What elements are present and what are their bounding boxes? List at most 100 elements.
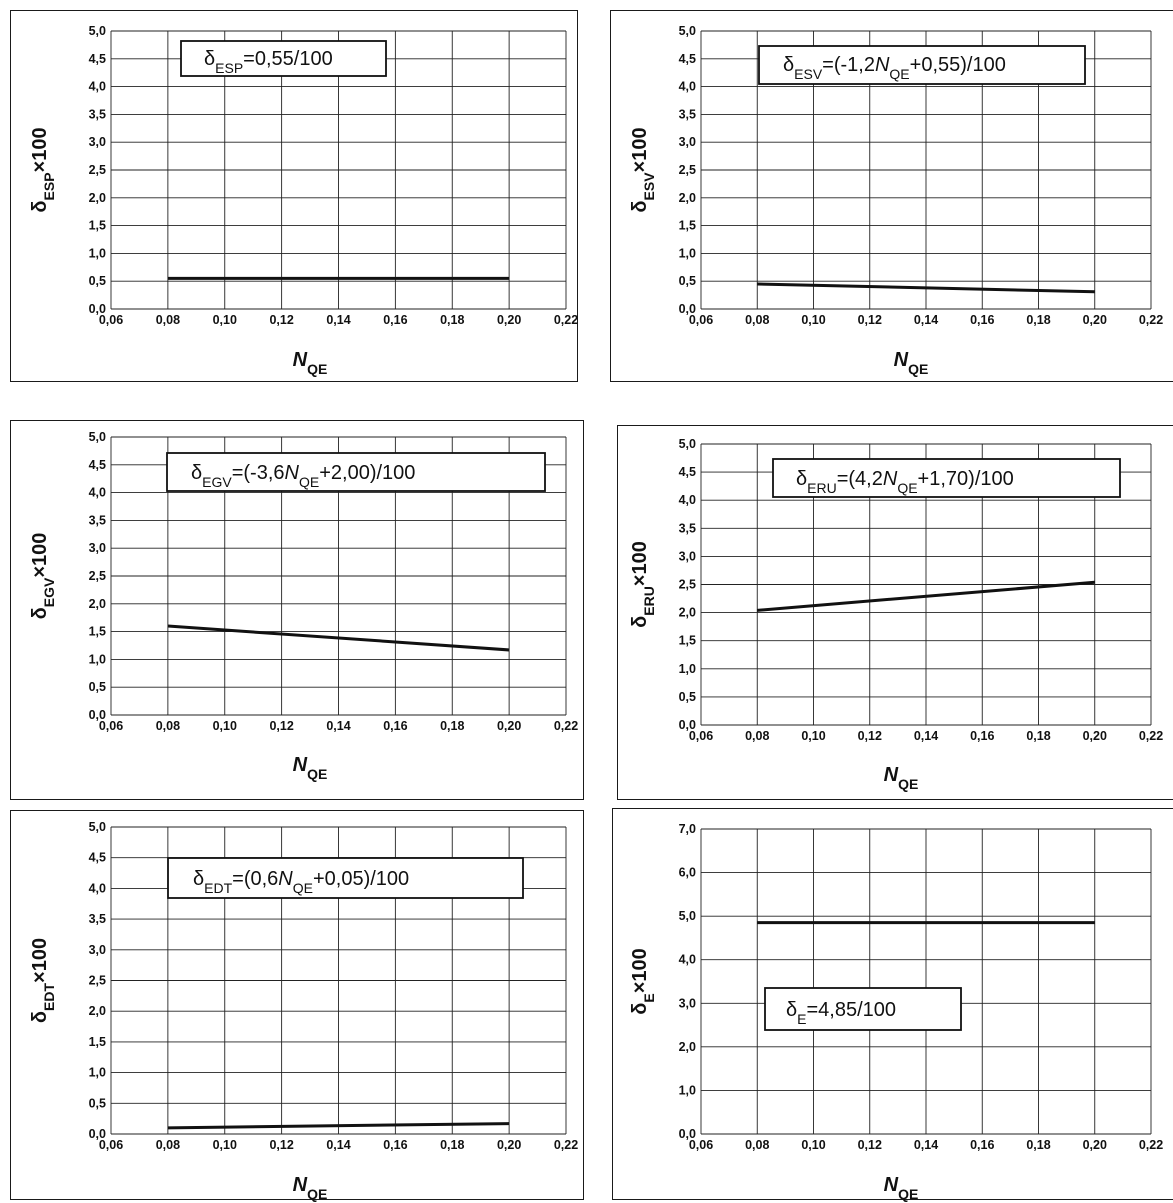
y-tick-label: 0,0 [89, 302, 106, 316]
chart-panel: 0,06 0,08 0,10 0,12 0,14 0,16 0,18 0,20 0,22 0,0 0… [610, 10, 1173, 382]
y-tick-label: 4,0 [679, 493, 696, 507]
x-tick-label: 0,12 [269, 313, 293, 327]
y-axis-label: δE×100 [629, 948, 657, 1015]
x-tick-label: 0,20 [497, 719, 521, 733]
y-tick-label: 2,0 [89, 597, 106, 611]
y-tick-label: 2,0 [679, 1040, 696, 1054]
x-tick-label: 0,20 [1083, 1138, 1107, 1152]
x-tick-label: 0,22 [554, 719, 578, 733]
y-tick-label: 2,5 [679, 163, 696, 177]
formula-text: δERU=(4,2NQE+1,70)/100 [796, 468, 1014, 496]
x-tick-label: 0,20 [497, 1138, 521, 1152]
x-tick-label: 0,22 [1139, 729, 1163, 743]
y-tick-label: 0,0 [679, 302, 696, 316]
y-tick-label: 5,0 [89, 820, 106, 834]
y-tick-label: 5,0 [89, 430, 106, 444]
x-tick-label: 0,06 [689, 729, 713, 743]
x-tick-label: 0,10 [213, 719, 237, 733]
y-tick-label: 3,0 [89, 943, 106, 957]
x-tick-label: 0,16 [970, 729, 994, 743]
y-tick-label: 0,5 [679, 690, 696, 704]
x-tick-label: 0,22 [554, 313, 578, 327]
x-tick-label: 0,22 [1139, 313, 1163, 327]
x-tick-label: 0,12 [269, 1138, 293, 1152]
y-tick-label: 3,0 [89, 541, 106, 555]
formula-text: δESV=(-1,2NQE+0,55)/100 [783, 54, 1006, 82]
chart-panel: 0,06 0,08 0,10 0,12 0,14 0,16 0,18 0,20 0,22 0,0 0… [617, 425, 1173, 800]
x-tick-label: 0,20 [1083, 313, 1107, 327]
x-tick-label: 0,10 [213, 1138, 237, 1152]
x-tick-label: 0,18 [440, 313, 464, 327]
y-tick-label: 1,5 [679, 634, 696, 648]
x-tick-label: 0,08 [745, 729, 769, 743]
y-tick-label: 0,0 [89, 708, 106, 722]
y-tick-label: 0,0 [679, 718, 696, 732]
y-tick-label: 3,5 [89, 912, 106, 926]
y-tick-label: 3,5 [89, 513, 106, 527]
x-tick-label: 0,06 [99, 313, 123, 327]
x-tick-label: 0,08 [156, 313, 180, 327]
x-tick-label: 0,14 [914, 729, 938, 743]
y-tick-label: 3,0 [679, 549, 696, 563]
y-tick-label: 2,0 [89, 1004, 106, 1018]
y-tick-label: 2,0 [679, 606, 696, 620]
y-tick-label: 4,5 [89, 458, 106, 472]
formula-box [758, 45, 1086, 85]
y-tick-label: 1,5 [89, 219, 106, 233]
y-axis-label: δEDT×100 [29, 938, 57, 1023]
x-tick-label: 0,16 [970, 313, 994, 327]
x-tick-label: 0,14 [326, 1138, 350, 1152]
x-tick-label: 0,06 [99, 1138, 123, 1152]
x-axis-label: NQE [884, 764, 919, 792]
chart-panel: 0,06 0,08 0,10 0,12 0,14 0,16 0,18 0,20 0,22 0,0 0… [10, 420, 584, 800]
x-tick-label: 0,14 [326, 313, 350, 327]
y-axis-label: δERU×100 [629, 541, 657, 628]
chart-panel: 0,06 0,08 0,10 0,12 0,14 0,16 0,18 0,20 0,22 0,0 0… [10, 810, 584, 1202]
x-tick-label: 0,06 [99, 719, 123, 733]
formula-text: δE=4,85/100 [786, 999, 896, 1027]
y-tick-label: 1,5 [89, 1035, 106, 1049]
data-line [757, 282, 1095, 294]
data-line [757, 580, 1095, 612]
y-tick-label: 1,5 [89, 625, 106, 639]
y-tick-label: 1,0 [89, 246, 106, 260]
x-tick-label: 0,12 [858, 1138, 882, 1152]
y-tick-label: 0,5 [89, 274, 106, 288]
formula-text: δESP=0,55/100 [204, 48, 333, 76]
y-tick-label: 2,5 [89, 163, 106, 177]
x-tick-label: 0,08 [745, 313, 769, 327]
x-tick-label: 0,18 [1026, 313, 1050, 327]
y-tick-label: 6,0 [679, 866, 696, 880]
y-tick-label: 1,0 [679, 1083, 696, 1097]
y-tick-label: 4,5 [679, 465, 696, 479]
x-tick-label: 0,12 [858, 729, 882, 743]
x-tick-label: 0,20 [497, 313, 521, 327]
x-tick-label: 0,10 [801, 1138, 825, 1152]
y-tick-label: 1,0 [679, 662, 696, 676]
x-tick-label: 0,12 [858, 313, 882, 327]
y-axis-label: δEGV×100 [29, 533, 57, 620]
x-tick-label: 0,06 [689, 1138, 713, 1152]
y-tick-label: 2,5 [89, 569, 106, 583]
x-tick-label: 0,10 [801, 729, 825, 743]
x-tick-label: 0,20 [1083, 729, 1107, 743]
x-tick-label: 0,16 [383, 1138, 407, 1152]
y-tick-label: 3,5 [89, 107, 106, 121]
y-tick-label: 1,0 [89, 652, 106, 666]
formula-text: δEDT=(0,6NQE+0,05)/100 [193, 868, 409, 896]
y-tick-label: 1,0 [89, 1066, 106, 1080]
y-tick-label: 5,0 [679, 437, 696, 451]
y-tick-label: 4,5 [679, 52, 696, 66]
y-axis-label: δESV×100 [629, 127, 657, 212]
y-tick-label: 0,5 [679, 274, 696, 288]
y-tick-label: 2,0 [89, 191, 106, 205]
x-tick-label: 0,14 [326, 719, 350, 733]
y-tick-label: 2,5 [679, 578, 696, 592]
data-line [167, 624, 510, 652]
chart-panel: 0,06 0,08 0,10 0,12 0,14 0,16 0,18 0,20 0,22 0,0 1… [612, 808, 1173, 1202]
x-tick-label: 0,06 [689, 313, 713, 327]
